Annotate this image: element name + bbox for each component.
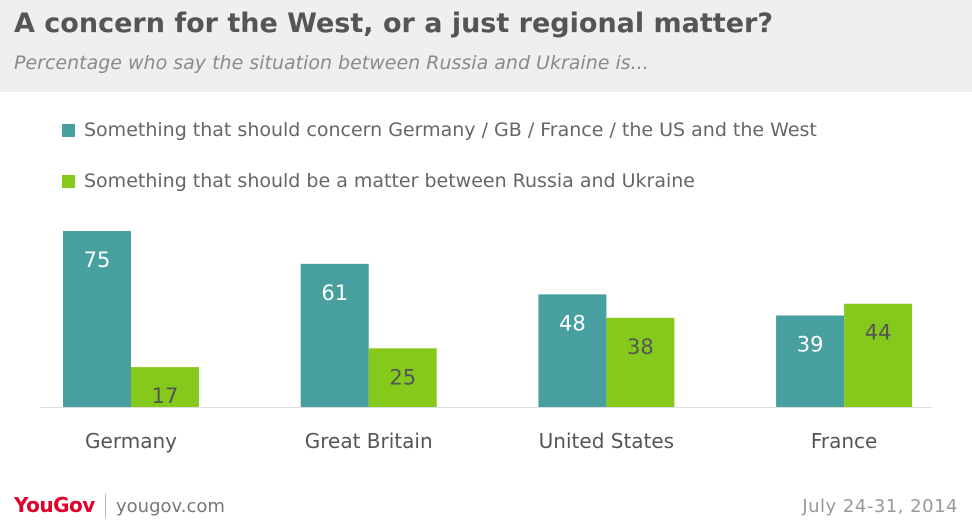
bar-concern-france: [776, 315, 845, 407]
bar-matter-great-britain: [368, 348, 437, 407]
category-label: Germany: [85, 429, 177, 453]
data-label: 25: [389, 365, 416, 389]
category-label: France: [811, 429, 878, 453]
bar-concern-united-states: [538, 294, 607, 407]
category-label: United States: [539, 429, 674, 453]
data-label: 38: [627, 335, 654, 359]
bar-concern-great-britain: [300, 263, 369, 407]
legend-item-matter: Something that should be a matter betwee…: [62, 169, 695, 193]
legend-label-concern: Something that should concern Germany / …: [84, 119, 817, 141]
bar-matter-france: [844, 303, 913, 407]
yougov-logo: YouGov: [14, 493, 95, 517]
data-label: 17: [152, 384, 179, 408]
header-band: A concern for the West, or a just region…: [0, 0, 972, 92]
legend-label-matter: Something that should be a matter betwee…: [84, 170, 695, 192]
footer-date: July 24-31, 2014: [802, 496, 958, 517]
footer-divider: [105, 494, 106, 518]
chart-title: A concern for the West, or a just region…: [14, 8, 773, 39]
footer-site-link[interactable]: yougov.com: [116, 496, 225, 517]
bar-matter-united-states: [606, 317, 675, 407]
legend-item-concern: Something that should concern Germany / …: [62, 118, 817, 142]
bar-chart: 75 17 Germany 61 25 Great Britain 48 38 United S…: [40, 231, 932, 453]
data-label: 75: [84, 248, 111, 272]
bar-matter-germany: [131, 367, 199, 407]
data-label: 39: [797, 332, 824, 356]
bar-concern-germany: [63, 231, 131, 407]
chart-subtitle: Percentage who say the situation between…: [14, 52, 649, 74]
data-label: 48: [559, 311, 586, 335]
legend-swatch-matter: [62, 174, 75, 188]
category-label: Great Britain: [305, 429, 433, 453]
data-label: 44: [865, 321, 892, 345]
legend-swatch-concern: [62, 123, 75, 137]
data-label: 61: [321, 281, 348, 305]
